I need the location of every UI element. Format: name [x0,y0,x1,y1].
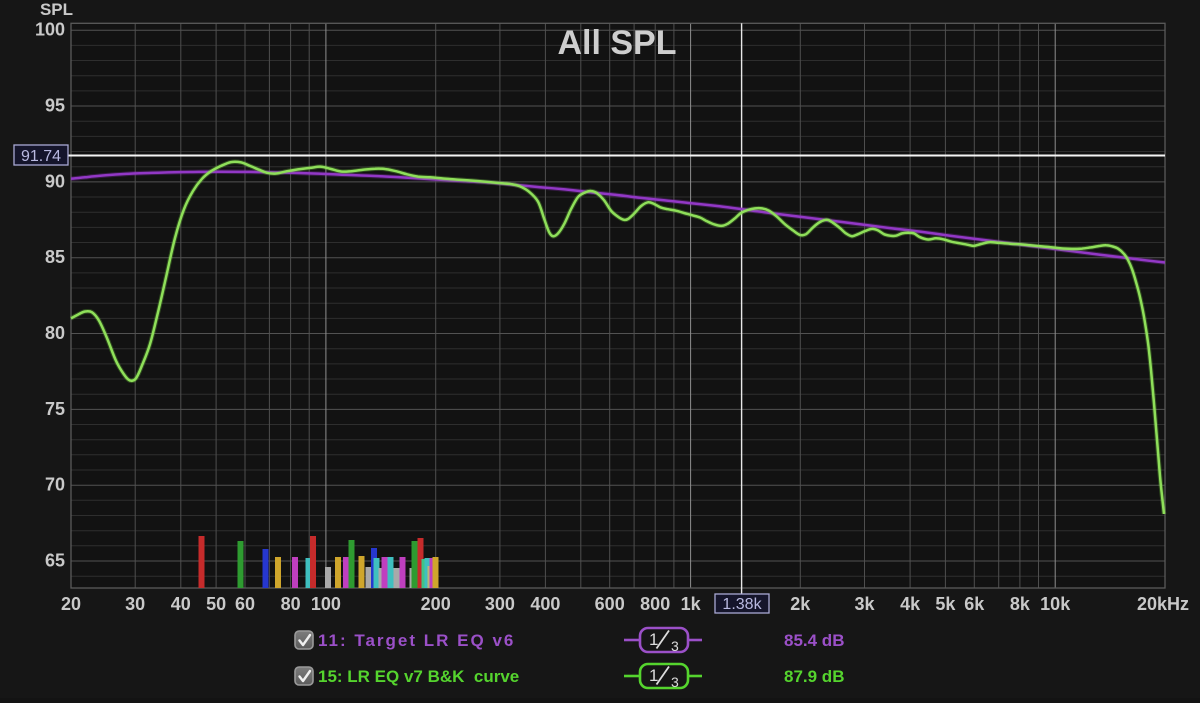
svg-text:3k: 3k [854,594,875,614]
svg-text:8k: 8k [1010,594,1031,614]
svg-text:1.38k: 1.38k [722,596,762,613]
svg-text:85: 85 [45,247,65,267]
svg-text:50: 50 [206,594,226,614]
svg-text:15: LR EQ v7 B&K curve: 15: LR EQ v7 B&K curve [318,667,519,686]
svg-text:5k: 5k [935,594,956,614]
svg-text:65: 65 [45,551,65,571]
svg-text:80: 80 [281,594,301,614]
svg-text:All SPL: All SPL [557,24,676,62]
svg-text:600: 600 [595,594,625,614]
svg-text:4k: 4k [900,594,921,614]
svg-text:70: 70 [45,475,65,495]
svg-text:300: 300 [485,594,515,614]
svg-text:10k: 10k [1040,594,1071,614]
svg-text:400: 400 [530,594,560,614]
svg-text:30: 30 [125,594,145,614]
svg-text:85.4 dB: 85.4 dB [784,631,844,650]
svg-text:1: 1 [649,666,658,685]
svg-text:800: 800 [640,594,670,614]
svg-text:75: 75 [45,399,65,419]
svg-text:2k: 2k [790,594,811,614]
svg-text:100: 100 [35,20,65,40]
svg-text:1k: 1k [681,594,702,614]
svg-text:95: 95 [45,96,65,116]
svg-text:6k: 6k [964,594,985,614]
svg-text:20kHz: 20kHz [1137,594,1189,614]
svg-text:200: 200 [421,594,451,614]
svg-text:87.9 dB: 87.9 dB [784,667,844,686]
svg-text:60: 60 [235,594,255,614]
svg-text:40: 40 [171,594,191,614]
svg-text:11: Target LR EQ v6: 11: Target LR EQ v6 [318,631,515,650]
svg-text:90: 90 [45,171,65,191]
svg-text:1: 1 [649,630,658,649]
svg-text:3: 3 [671,638,679,654]
svg-text:20: 20 [61,594,81,614]
svg-text:80: 80 [45,323,65,343]
svg-text:SPL: SPL [40,0,73,19]
svg-text:91.74: 91.74 [21,148,61,165]
svg-text:100: 100 [311,594,341,614]
svg-text:3: 3 [671,674,679,690]
